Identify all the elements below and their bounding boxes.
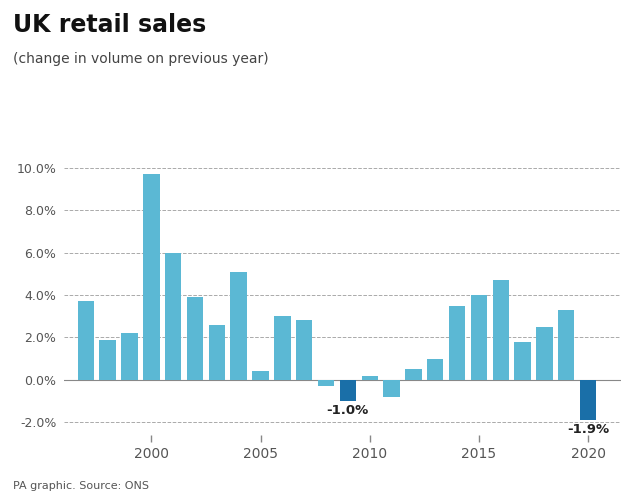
Text: (change in volume on previous year): (change in volume on previous year): [13, 52, 268, 66]
Text: PA graphic. Source: ONS: PA graphic. Source: ONS: [13, 481, 149, 491]
Bar: [515, 342, 531, 380]
Bar: [383, 380, 400, 397]
Bar: [558, 310, 575, 380]
Bar: [405, 369, 422, 380]
Bar: [449, 306, 465, 380]
Text: UK retail sales: UK retail sales: [13, 12, 206, 36]
Bar: [580, 380, 596, 420]
Bar: [99, 340, 116, 380]
Bar: [187, 297, 203, 380]
Bar: [536, 327, 552, 380]
Bar: [77, 302, 94, 380]
Bar: [274, 316, 291, 380]
Bar: [252, 372, 269, 380]
Bar: [165, 252, 181, 380]
Bar: [209, 324, 225, 380]
Bar: [318, 380, 334, 386]
Bar: [470, 295, 487, 380]
Bar: [230, 272, 247, 380]
Bar: [362, 376, 378, 380]
Bar: [122, 333, 138, 380]
Bar: [427, 358, 444, 380]
Bar: [340, 380, 356, 401]
Bar: [143, 174, 159, 380]
Text: -1.9%: -1.9%: [567, 422, 609, 436]
Bar: [296, 320, 312, 380]
Text: -1.0%: -1.0%: [327, 404, 369, 416]
Bar: [493, 280, 509, 380]
